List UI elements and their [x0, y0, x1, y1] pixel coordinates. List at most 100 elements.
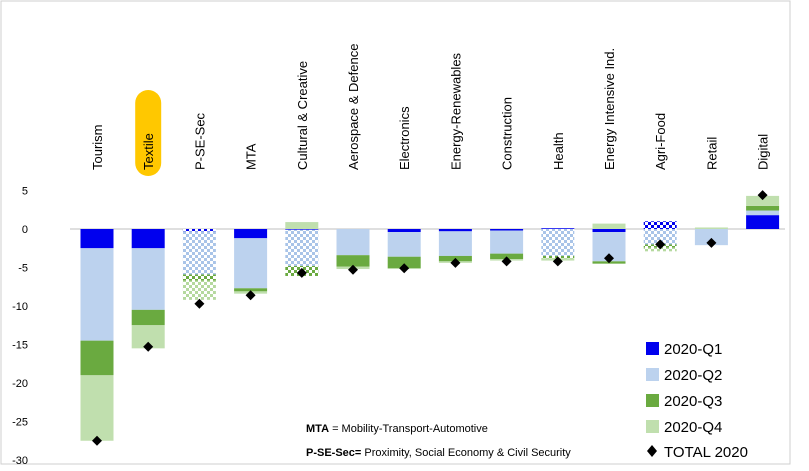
bar-textile-2020-q2	[131, 248, 165, 310]
total-marker-health	[552, 256, 563, 267]
category-label-health: Health	[551, 132, 566, 170]
legend-swatch-2020-q1	[646, 342, 659, 355]
total-marker-construction	[501, 256, 512, 267]
bar-p-se-sec-2020-q3	[182, 274, 216, 281]
legend-diamond-marker	[647, 445, 657, 457]
bar-textile-2020-q4	[131, 325, 165, 349]
total-marker-energy-renewables	[450, 257, 461, 268]
bar-p-se-sec-2020-q4	[182, 280, 216, 300]
y-tick-label: -10	[12, 301, 28, 313]
y-tick-label: -25	[12, 417, 28, 429]
total-marker-textile	[143, 341, 154, 352]
y-tick-label: 0	[22, 224, 28, 236]
bar-energy-renewables-2020-q2	[438, 231, 472, 256]
category-label-tourism: Tourism	[90, 124, 105, 170]
legend-label-total-2020: TOTAL 2020	[664, 444, 748, 461]
bar-agri-food-2020-q4	[643, 247, 677, 252]
bar-p-se-sec-2020-q2	[182, 231, 216, 275]
bar-aerospace-defence-2020-q3	[336, 255, 370, 267]
category-labels: Tourism Textile P-SE-Sec MTA Cultural & Crea…	[90, 44, 771, 176]
y-tick-label: -15	[12, 340, 28, 352]
bar-health-2020-q2	[541, 229, 575, 256]
bar-digital-2020-q3	[746, 205, 780, 211]
legend-label-2020-q2: 2020-Q2	[664, 367, 722, 384]
category-highlight	[135, 90, 162, 176]
total-marker-tourism	[92, 435, 102, 446]
bar-mta-2020-q2	[234, 238, 268, 289]
bar-tourism-2020-q3	[80, 340, 114, 376]
total-marker-energy-intensive-ind	[604, 253, 614, 264]
y-tick-label: 5	[22, 186, 28, 198]
bar-retail-2020-q4	[694, 227, 728, 229]
category-label-cultural-creative: Cultural & Creative	[295, 61, 310, 170]
category-label-construction: Construction	[500, 97, 515, 170]
category-label-retail: Retail	[704, 137, 719, 170]
y-tick-label: -30	[12, 455, 28, 466]
note-mta-abbr: MTA	[306, 423, 329, 435]
total-marker-agri-food	[655, 239, 666, 250]
chart-frame	[0, 0, 791, 465]
total-marker-electronics	[399, 263, 410, 274]
category-label-p-se-sec: P-SE-Sec	[192, 112, 207, 170]
legend: 2020-Q1 2020-Q2 2020-Q3 2020-Q4 TOTAL 20…	[646, 341, 748, 461]
bar-tourism-2020-q1	[80, 229, 114, 249]
category-label-electronics: Electronics	[397, 106, 412, 170]
total-markers	[92, 190, 768, 446]
bar-mta-2020-q3	[234, 288, 268, 292]
bar-construction-2020-q3	[490, 253, 524, 260]
legend-swatch-2020-q3	[646, 394, 659, 407]
bar-cultural-creative-2020-q4	[285, 222, 319, 229]
total-marker-mta	[245, 290, 256, 301]
category-label-textile: Textile	[141, 133, 156, 170]
bar-cultural-creative-2020-q2	[285, 229, 319, 266]
bar-tourism-2020-q4	[80, 375, 114, 441]
bar-textile-2020-q3	[131, 309, 165, 326]
total-marker-p-se-sec	[194, 298, 205, 309]
legend-swatch-2020-q4	[646, 420, 659, 433]
bar-electronics-2020-q1	[387, 229, 421, 233]
category-label-energy-intensive-ind: Energy Intensive Ind.	[602, 48, 617, 170]
bar-electronics-2020-q2	[387, 232, 421, 257]
bar-tourism-2020-q2	[80, 248, 114, 341]
bar-digital-2020-q4	[746, 195, 780, 206]
y-tick-label: -5	[18, 263, 28, 275]
bar-energy-intensive-ind-2020-q4	[592, 223, 626, 229]
bar-mta-2020-q1	[234, 229, 268, 239]
bar-construction-2020-q1	[490, 229, 524, 231]
legend-label-2020-q4: 2020-Q4	[664, 419, 722, 436]
bar-p-se-sec-2020-q1	[182, 229, 216, 232]
total-marker-aerospace-defence	[348, 264, 358, 275]
category-label-aerospace-defence: Aerospace & Defence	[346, 44, 361, 170]
bar-electronics-2020-q3	[387, 256, 421, 269]
bar-construction-2020-q2	[490, 230, 524, 254]
note-mta-text: = Mobility-Transport-Automotive	[329, 423, 488, 435]
note-mta: MTA = Mobility-Transport-Automotive	[306, 423, 488, 435]
note-pse-sec-abbr: P-SE-Sec=	[306, 447, 361, 459]
y-axis: 5 0 -5 -10 -15 -20 -25 -30	[12, 186, 28, 468]
bar-agri-food-2020-q1	[643, 221, 677, 229]
abbreviation-notes: MTA = Mobility-Transport-Automotive P-SE…	[306, 423, 571, 459]
y-tick-label: -20	[12, 378, 28, 390]
bar-digital-2020-q1	[746, 215, 780, 229]
bar-aerospace-defence-2020-q2	[336, 229, 370, 256]
bar-health-2020-q1	[541, 228, 575, 229]
bars	[80, 195, 780, 441]
legend-swatch-2020-q2	[646, 368, 659, 381]
category-label-digital: Digital	[756, 134, 771, 170]
category-label-mta: MTA	[244, 143, 259, 170]
total-marker-retail	[706, 237, 717, 248]
bar-digital-2020-q2	[746, 210, 780, 216]
bar-energy-renewables-2020-q1	[438, 229, 472, 232]
total-marker-digital	[757, 190, 768, 201]
note-pse-sec-text: Proximity, Social Economy & Civil Securi…	[361, 447, 571, 459]
bar-textile-2020-q1	[131, 229, 165, 249]
bar-energy-intensive-ind-2020-q1	[592, 229, 626, 233]
category-label-agri-food: Agri-Food	[653, 113, 668, 170]
bar-retail-2020-q2	[694, 229, 728, 246]
note-pse-sec: P-SE-Sec= Proximity, Social Economy & Ci…	[306, 447, 571, 459]
legend-label-2020-q1: 2020-Q1	[664, 341, 722, 358]
total-marker-cultural-creative	[296, 267, 307, 278]
category-label-energy-renewables: Energy-Renewables	[448, 52, 463, 170]
